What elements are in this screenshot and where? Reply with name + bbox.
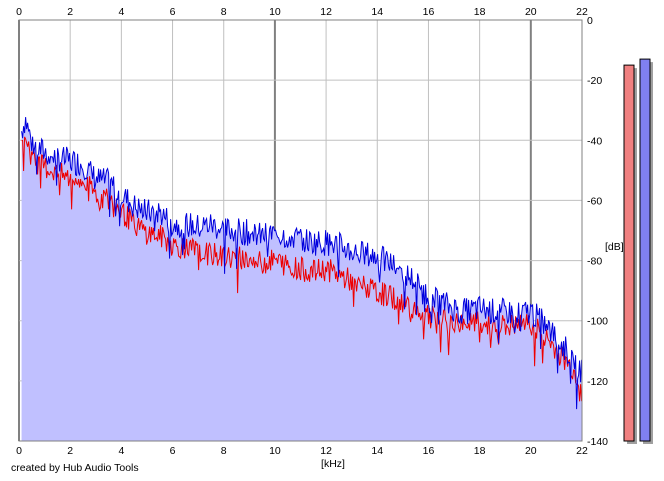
level-meter-bar [623, 64, 635, 442]
x-axis-top-ticks: 0 2 4 6 8 10 12 14 16 18 20 22 [16, 6, 588, 18]
x-tick-label-top: 10 [269, 6, 281, 18]
y-tick-label: -140 [587, 436, 608, 448]
x-tick-label-bottom: 12 [320, 445, 332, 457]
x-tick-label-bottom: 10 [269, 445, 281, 457]
series-line-blue [21, 117, 583, 410]
x-tick-label-bottom: 18 [474, 445, 486, 457]
x-tick-label-top: 20 [525, 6, 537, 18]
x-tick-label-top: 18 [474, 6, 486, 18]
x-axis-label: [kHz] [321, 458, 345, 470]
x-tick-label-bottom: 14 [371, 445, 383, 457]
x-tick-label-top: 0 [16, 6, 22, 18]
credit-text: created by Hub Audio Tools [11, 462, 139, 474]
y-tick-label: -100 [587, 316, 608, 328]
x-tick-label-bottom: 6 [170, 445, 176, 457]
x-tick-label-bottom: 0 [16, 445, 22, 457]
y-tick-label: -80 [587, 256, 602, 268]
x-tick-label-top: 8 [221, 6, 227, 18]
series-layer [21, 117, 583, 410]
x-tick-label-bottom: 8 [221, 445, 227, 457]
y-tick-label: 0 [587, 15, 593, 27]
y-axis-label: [dB] [605, 241, 624, 253]
y-axis-ticks: 0 -20 -40 -60 -80 -100 -120 -140 [587, 15, 608, 448]
spectrum-area [21, 117, 583, 441]
x-tick-label-bottom: 20 [525, 445, 537, 457]
level-meters [623, 58, 653, 444]
y-tick-label: -60 [587, 195, 602, 207]
x-tick-label-top: 4 [118, 6, 124, 18]
level-meter-bar [639, 58, 651, 442]
x-tick-label-top: 22 [576, 6, 588, 18]
x-tick-label-top: 14 [371, 6, 383, 18]
x-axis-bottom-ticks: 0 2 4 6 8 10 12 14 16 18 20 22 [16, 445, 588, 457]
x-tick-label-top: 2 [67, 6, 73, 18]
spectrum-fill [21, 117, 583, 441]
plot-frame [18, 19, 583, 442]
x-tick-label-bottom: 4 [118, 445, 124, 457]
y-tick-label: -120 [587, 376, 608, 388]
x-tick-label-bottom: 22 [576, 445, 588, 457]
y-tick-label: -40 [587, 135, 602, 147]
x-tick-label-top: 6 [170, 6, 176, 18]
x-tick-label-top: 12 [320, 6, 332, 18]
y-tick-label: -20 [587, 75, 602, 87]
x-tick-label-bottom: 2 [67, 445, 73, 457]
x-tick-label-bottom: 16 [423, 445, 435, 457]
x-tick-label-top: 16 [423, 6, 435, 18]
